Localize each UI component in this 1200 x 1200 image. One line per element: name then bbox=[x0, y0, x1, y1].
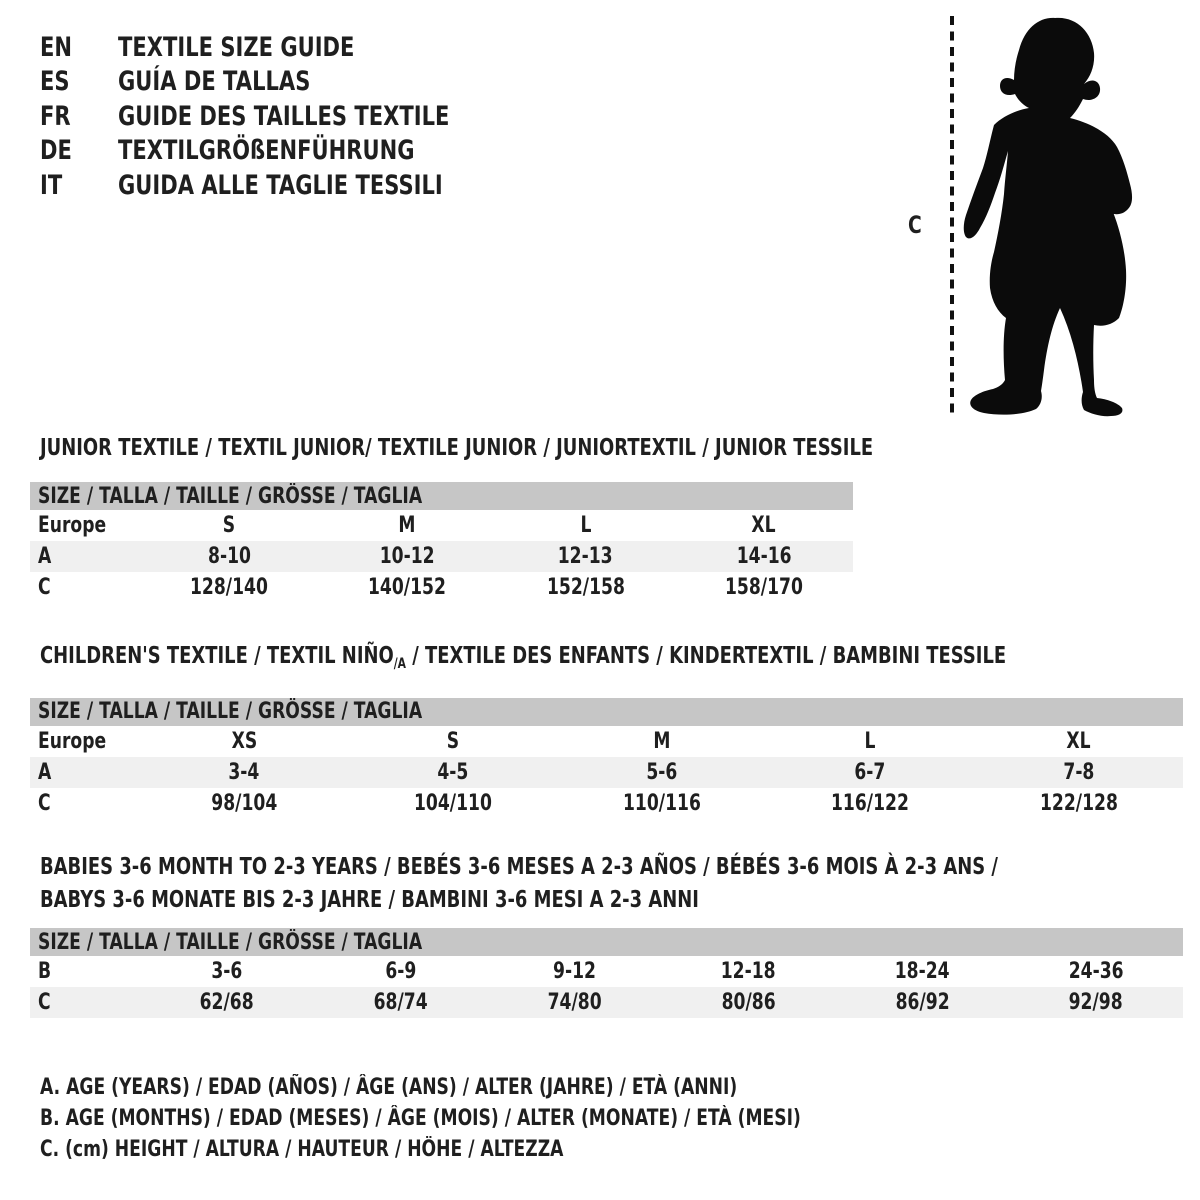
age-cell: 10-12 bbox=[318, 541, 497, 572]
children-size-table: SIZE / TALLA / TAILLE / GRÖSSE / TAGLIA … bbox=[30, 697, 1183, 819]
legend-height-cm: C. (cm) HEIGHT / ALTURA / HAUTEUR / HÖHE… bbox=[40, 1137, 564, 1162]
height-measure-line bbox=[950, 16, 954, 415]
lang-code: EN bbox=[40, 31, 73, 63]
lang-title: TEXTILE SIZE GUIDE bbox=[118, 31, 355, 63]
age-cell: 5-6 bbox=[557, 756, 766, 788]
age-cell: 6-7 bbox=[765, 756, 975, 788]
height-cell: 68/74 bbox=[313, 987, 488, 1018]
section-babies-textile: BABIES 3-6 MONTH TO 2-3 YEARS / BEBÉS 3-… bbox=[30, 851, 1183, 1018]
height-cm-row: C 62/68 68/74 74/80 80/86 86/92 92/98 bbox=[30, 987, 1183, 1018]
age-years-row: A 3-4 4-5 5-6 6-7 7-8 bbox=[30, 756, 1183, 788]
size-header-label: SIZE / TALLA / TAILLE / GRÖSSE / TAGLIA bbox=[30, 697, 1183, 726]
height-cell: 86/92 bbox=[835, 987, 1010, 1018]
lang-title: TEXTILGRÖßENFÜHRUNG bbox=[118, 135, 415, 167]
height-cell: 110/116 bbox=[622, 790, 701, 816]
age-cell: 14-16 bbox=[674, 541, 853, 572]
babies-size-table: SIZE / TALLA / TAILLE / GRÖSSE / TAGLIA … bbox=[30, 928, 1183, 1018]
lang-row-fr: FR GUIDE DES TAILLES TEXTILE bbox=[40, 99, 543, 134]
section-children-textile: CHILDREN'S TEXTILE / TEXTIL NIÑO/A / TEX… bbox=[30, 644, 1183, 819]
size-cell: S bbox=[446, 728, 460, 754]
lang-code: IT bbox=[40, 169, 63, 201]
size-cell: XS bbox=[231, 728, 258, 754]
size-header-bar: SIZE / TALLA / TAILLE / GRÖSSE / TAGLIA bbox=[30, 697, 1183, 726]
age-cell: 3-6 bbox=[211, 959, 243, 984]
age-cell: 7-8 bbox=[974, 756, 1183, 788]
age-cell: 24-36 bbox=[1068, 959, 1124, 984]
section-junior-textile: JUNIOR TEXTILE / TEXTIL JUNIOR/ TEXTILE … bbox=[30, 435, 874, 603]
section-title-line1: BABIES 3-6 MONTH TO 2-3 YEARS / BEBÉS 3-… bbox=[40, 854, 998, 880]
lang-code: ES bbox=[40, 66, 70, 98]
size-header-label: SIZE / TALLA / TAILLE / GRÖSSE / TAGLIA bbox=[30, 928, 1183, 956]
height-cell: 152/158 bbox=[546, 575, 625, 600]
lang-title: GUÍA DE TALLAS bbox=[118, 66, 311, 98]
row-label: Europe bbox=[38, 728, 107, 754]
height-cell: 122/128 bbox=[1039, 790, 1118, 816]
junior-size-table: SIZE / TALLA / TAILLE / GRÖSSE / TAGLIA … bbox=[30, 482, 853, 603]
height-cell: 128/140 bbox=[190, 575, 269, 600]
age-cell: 9-12 bbox=[553, 959, 597, 984]
lang-title: GUIDA ALLE TAGLIE TESSILI bbox=[118, 169, 443, 201]
age-cell: 3-4 bbox=[140, 756, 349, 788]
language-title-list: EN TEXTILE SIZE GUIDE ES GUÍA DE TALLAS … bbox=[40, 30, 543, 203]
size-cell: L bbox=[864, 728, 876, 754]
legend-age-months: B. AGE (MONTHS) / EDAD (MESES) / ÂGE (MO… bbox=[40, 1106, 801, 1131]
lang-title: GUIDE DES TAILLES TEXTILE bbox=[118, 100, 450, 132]
age-cell: 8-10 bbox=[140, 541, 319, 572]
europe-size-row: Europe S M L XL bbox=[30, 510, 853, 541]
europe-size-row: Europe XS S M L XL bbox=[30, 726, 1183, 757]
lang-row-it: IT GUIDA ALLE TAGLIE TESSILI bbox=[40, 168, 543, 203]
lang-row-en: EN TEXTILE SIZE GUIDE bbox=[40, 30, 543, 65]
size-cell: XL bbox=[751, 513, 776, 538]
height-cell: 158/170 bbox=[724, 575, 803, 600]
lang-code: DE bbox=[40, 135, 72, 167]
age-cell: 12-13 bbox=[496, 541, 675, 572]
height-cm-row: C 128/140 140/152 152/158 158/170 bbox=[30, 572, 853, 603]
age-months-row: B 3-6 6-9 9-12 12-18 18-24 24-36 bbox=[30, 956, 1183, 987]
row-label: B bbox=[38, 959, 52, 984]
row-label: C bbox=[38, 790, 51, 816]
age-cell: 18-24 bbox=[894, 959, 950, 984]
row-label: A bbox=[30, 541, 140, 572]
section-title: CHILDREN'S TEXTILE / TEXTIL NIÑO/A / TEX… bbox=[40, 643, 1007, 672]
lang-row-es: ES GUÍA DE TALLAS bbox=[40, 65, 543, 100]
row-label: A bbox=[30, 756, 140, 788]
lang-row-de: DE TEXTILGRÖßENFÜHRUNG bbox=[40, 134, 543, 169]
size-cell: XL bbox=[1066, 728, 1091, 754]
nino-a-subscript: /A bbox=[393, 655, 407, 672]
row-label: C bbox=[38, 575, 51, 600]
lang-code: FR bbox=[40, 100, 71, 132]
height-cm-row: C 98/104 104/110 110/116 116/122 122/128 bbox=[30, 788, 1183, 819]
baby-silhouette-icon bbox=[963, 17, 1133, 417]
age-years-row: A 8-10 10-12 12-13 14-16 bbox=[30, 541, 853, 572]
size-header-bar: SIZE / TALLA / TAILLE / GRÖSSE / TAGLIA bbox=[30, 928, 1183, 956]
height-cell: 80/86 bbox=[661, 987, 836, 1018]
legend-age-years: A. AGE (YEARS) / EDAD (AÑOS) / ÂGE (ANS)… bbox=[40, 1075, 738, 1100]
size-cell: M bbox=[398, 513, 416, 538]
height-measure-label: C bbox=[908, 211, 922, 239]
height-cell: 98/104 bbox=[211, 790, 278, 816]
measure-legend: A. AGE (YEARS) / EDAD (AÑOS) / ÂGE (ANS)… bbox=[40, 1072, 1015, 1165]
section-title: JUNIOR TEXTILE / TEXTIL JUNIOR/ TEXTILE … bbox=[40, 435, 874, 461]
size-cell: S bbox=[222, 513, 236, 538]
age-cell: 4-5 bbox=[348, 756, 558, 788]
height-cell: 62/68 bbox=[140, 987, 314, 1018]
height-cell: 104/110 bbox=[413, 790, 492, 816]
age-cell: 12-18 bbox=[720, 959, 776, 984]
size-cell: M bbox=[652, 728, 671, 754]
row-label: C bbox=[30, 987, 140, 1018]
height-cell: 74/80 bbox=[487, 987, 662, 1018]
height-cell: 92/98 bbox=[1009, 987, 1183, 1018]
row-label: Europe bbox=[38, 513, 107, 538]
size-cell: L bbox=[580, 513, 592, 538]
size-header-bar: SIZE / TALLA / TAILLE / GRÖSSE / TAGLIA bbox=[30, 482, 853, 510]
age-cell: 6-9 bbox=[385, 959, 417, 984]
size-header-label: SIZE / TALLA / TAILLE / GRÖSSE / TAGLIA bbox=[30, 482, 853, 510]
height-cell: 116/122 bbox=[831, 790, 910, 816]
section-title-line2: BABYS 3-6 MONATE BIS 2-3 JAHRE / BAMBINI… bbox=[40, 887, 699, 913]
height-cell: 140/152 bbox=[368, 575, 447, 600]
